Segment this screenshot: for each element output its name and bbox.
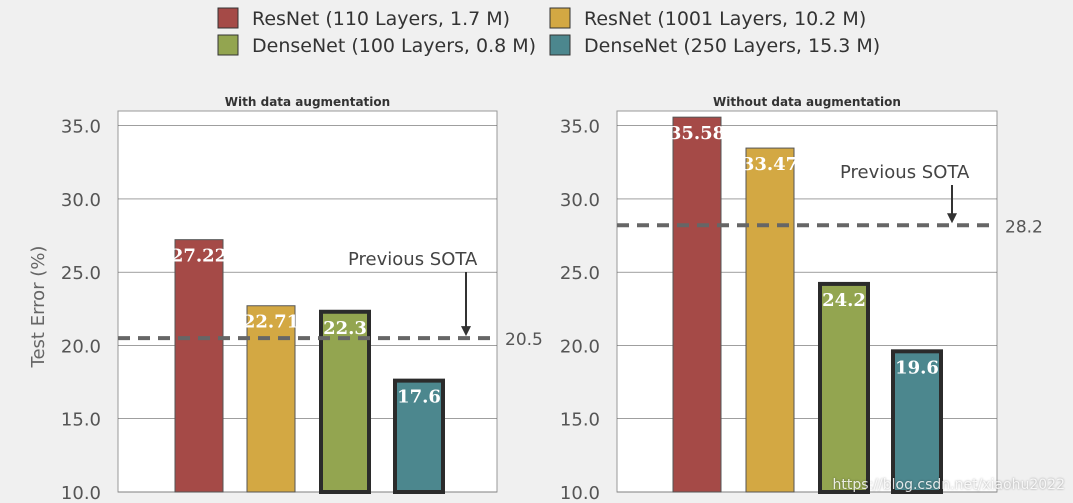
bar-4 <box>891 349 943 495</box>
legend-entry-3: DenseNet (100 Layers, 0.8 M) <box>217 34 536 57</box>
y-axis-label: Test Error (%) <box>28 246 49 369</box>
y-tick-label: 10.0 <box>61 483 101 503</box>
legend-swatch <box>217 34 239 56</box>
bar-value-label: 27.22 <box>171 246 227 267</box>
arrow-head <box>947 213 957 224</box>
legend-swatch <box>217 7 239 29</box>
y-tick-label: 30.0 <box>61 190 101 211</box>
legend-swatch <box>549 7 571 29</box>
legend-label: DenseNet (100 Layers, 0.8 M) <box>252 35 536 57</box>
legend-label: ResNet (1001 Layers, 10.2 M) <box>584 8 866 30</box>
y-tick-label: 35.0 <box>560 117 600 138</box>
sota-value-label: 28.2 <box>1005 217 1043 237</box>
bar-value-label: 24.2 <box>822 290 866 311</box>
bar-value-label: 22.71 <box>243 312 299 333</box>
bar-value-label: 33.47 <box>742 154 798 175</box>
bar-3 <box>818 281 870 494</box>
bar-1 <box>174 239 224 493</box>
bar-3 <box>319 309 371 494</box>
legend-swatch <box>549 34 571 56</box>
legend-label: ResNet (110 Layers, 1.7 M) <box>252 8 510 30</box>
y-tick-label: 30.0 <box>560 190 600 211</box>
y-tick-label: 25.0 <box>61 263 101 284</box>
bar-1 <box>672 116 722 493</box>
legend-label: DenseNet (250 Layers, 15.3 M) <box>584 35 880 57</box>
bar-2 <box>745 147 795 493</box>
y-tick-label: 35.0 <box>61 117 101 138</box>
bar-4 <box>393 378 445 494</box>
bar-value-label: 19.6 <box>895 357 939 378</box>
legend-entry-1: ResNet (110 Layers, 1.7 M) <box>217 7 510 30</box>
chart-panel-1: With data augmentation 10.0 15.0 20.0 25.0 30… <box>28 95 543 503</box>
legend-entry-2: ResNet (1001 Layers, 10.2 M) <box>549 7 866 30</box>
arrow-head <box>461 326 471 337</box>
sota-annotation: Previous SOTA <box>840 162 970 183</box>
y-tick-label: 15.0 <box>560 410 600 431</box>
bar-value-label: 17.6 <box>397 387 441 408</box>
bar-2 <box>246 305 296 493</box>
sota-value-label: 20.5 <box>505 330 543 350</box>
watermark-text: https://blog.csdn.net/xiaohu2022 <box>832 477 1065 493</box>
y-tick-label: 25.0 <box>560 263 600 284</box>
y-tick-label: 20.0 <box>560 336 600 357</box>
chart-title: With data augmentation <box>225 95 390 109</box>
bar-value-label: 22.3 <box>323 318 367 339</box>
legend-entry-4: DenseNet (250 Layers, 15.3 M) <box>549 34 880 57</box>
y-tick-label: 15.0 <box>61 410 101 431</box>
y-tick-label: 10.0 <box>560 483 600 503</box>
chart-title: Without data augmentation <box>713 95 901 109</box>
bar-value-label: 35.58 <box>669 123 725 144</box>
sota-annotation: Previous SOTA <box>348 249 478 270</box>
chart-panel-2: Without data augmentation 10.0 15.0 20.0 25.… <box>560 95 1043 503</box>
y-tick-label: 20.0 <box>61 336 101 357</box>
